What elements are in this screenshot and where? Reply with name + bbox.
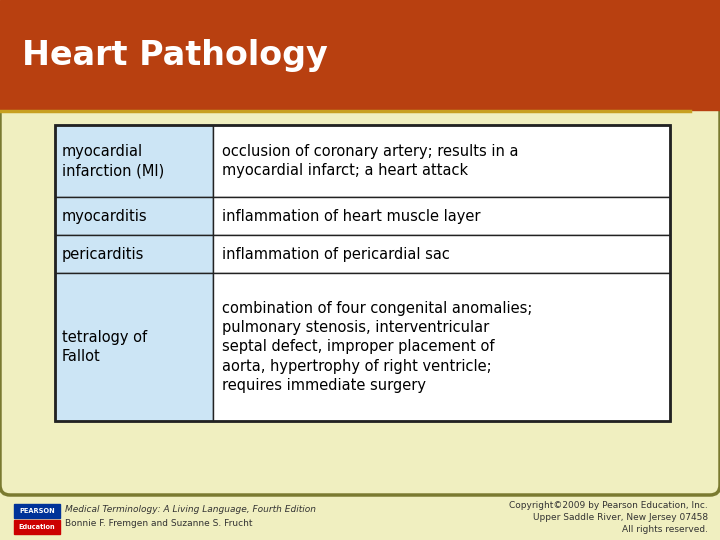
Bar (14, 504, 60, 518)
Bar (55, 125, 670, 421)
Bar (55, 273, 213, 421)
Text: Upper Saddle River, New Jersey 07458: Upper Saddle River, New Jersey 07458 (533, 514, 708, 523)
Text: All rights reserved.: All rights reserved. (622, 525, 708, 535)
Text: inflammation of heart muscle layer: inflammation of heart muscle layer (222, 208, 480, 224)
Text: PEARSON: PEARSON (19, 508, 55, 514)
Text: occlusion of coronary artery; results in a
myocardial infarct; a heart attack: occlusion of coronary artery; results in… (222, 144, 518, 178)
Bar (55, 125, 213, 197)
Text: pericarditis: pericarditis (62, 246, 145, 261)
Text: Education: Education (19, 524, 55, 530)
Text: Copyright©2009 by Pearson Education, Inc.: Copyright©2009 by Pearson Education, Inc… (509, 502, 708, 510)
Text: myocarditis: myocarditis (62, 208, 148, 224)
Text: inflammation of pericardial sac: inflammation of pericardial sac (222, 246, 450, 261)
Bar (55, 235, 213, 273)
Bar (213, 197, 670, 235)
Text: Medical Terminology: A Living Language, Fourth Edition: Medical Terminology: A Living Language, … (65, 504, 316, 514)
Text: tetralogy of
Fallot: tetralogy of Fallot (62, 330, 147, 364)
Bar (55, 197, 213, 235)
Text: Bonnie F. Fremgen and Suzanne S. Frucht: Bonnie F. Fremgen and Suzanne S. Frucht (65, 518, 253, 528)
Text: myocardial
infarction (MI): myocardial infarction (MI) (62, 144, 164, 178)
FancyBboxPatch shape (0, 0, 720, 495)
Bar (213, 235, 670, 273)
Text: Heart Pathology: Heart Pathology (22, 38, 328, 71)
Bar (14, 520, 60, 534)
Bar (213, 273, 670, 421)
Text: combination of four congenital anomalies;
pulmonary stenosis, interventricular
s: combination of four congenital anomalies… (222, 301, 532, 393)
Bar (213, 125, 670, 197)
Bar (0, 0, 720, 110)
